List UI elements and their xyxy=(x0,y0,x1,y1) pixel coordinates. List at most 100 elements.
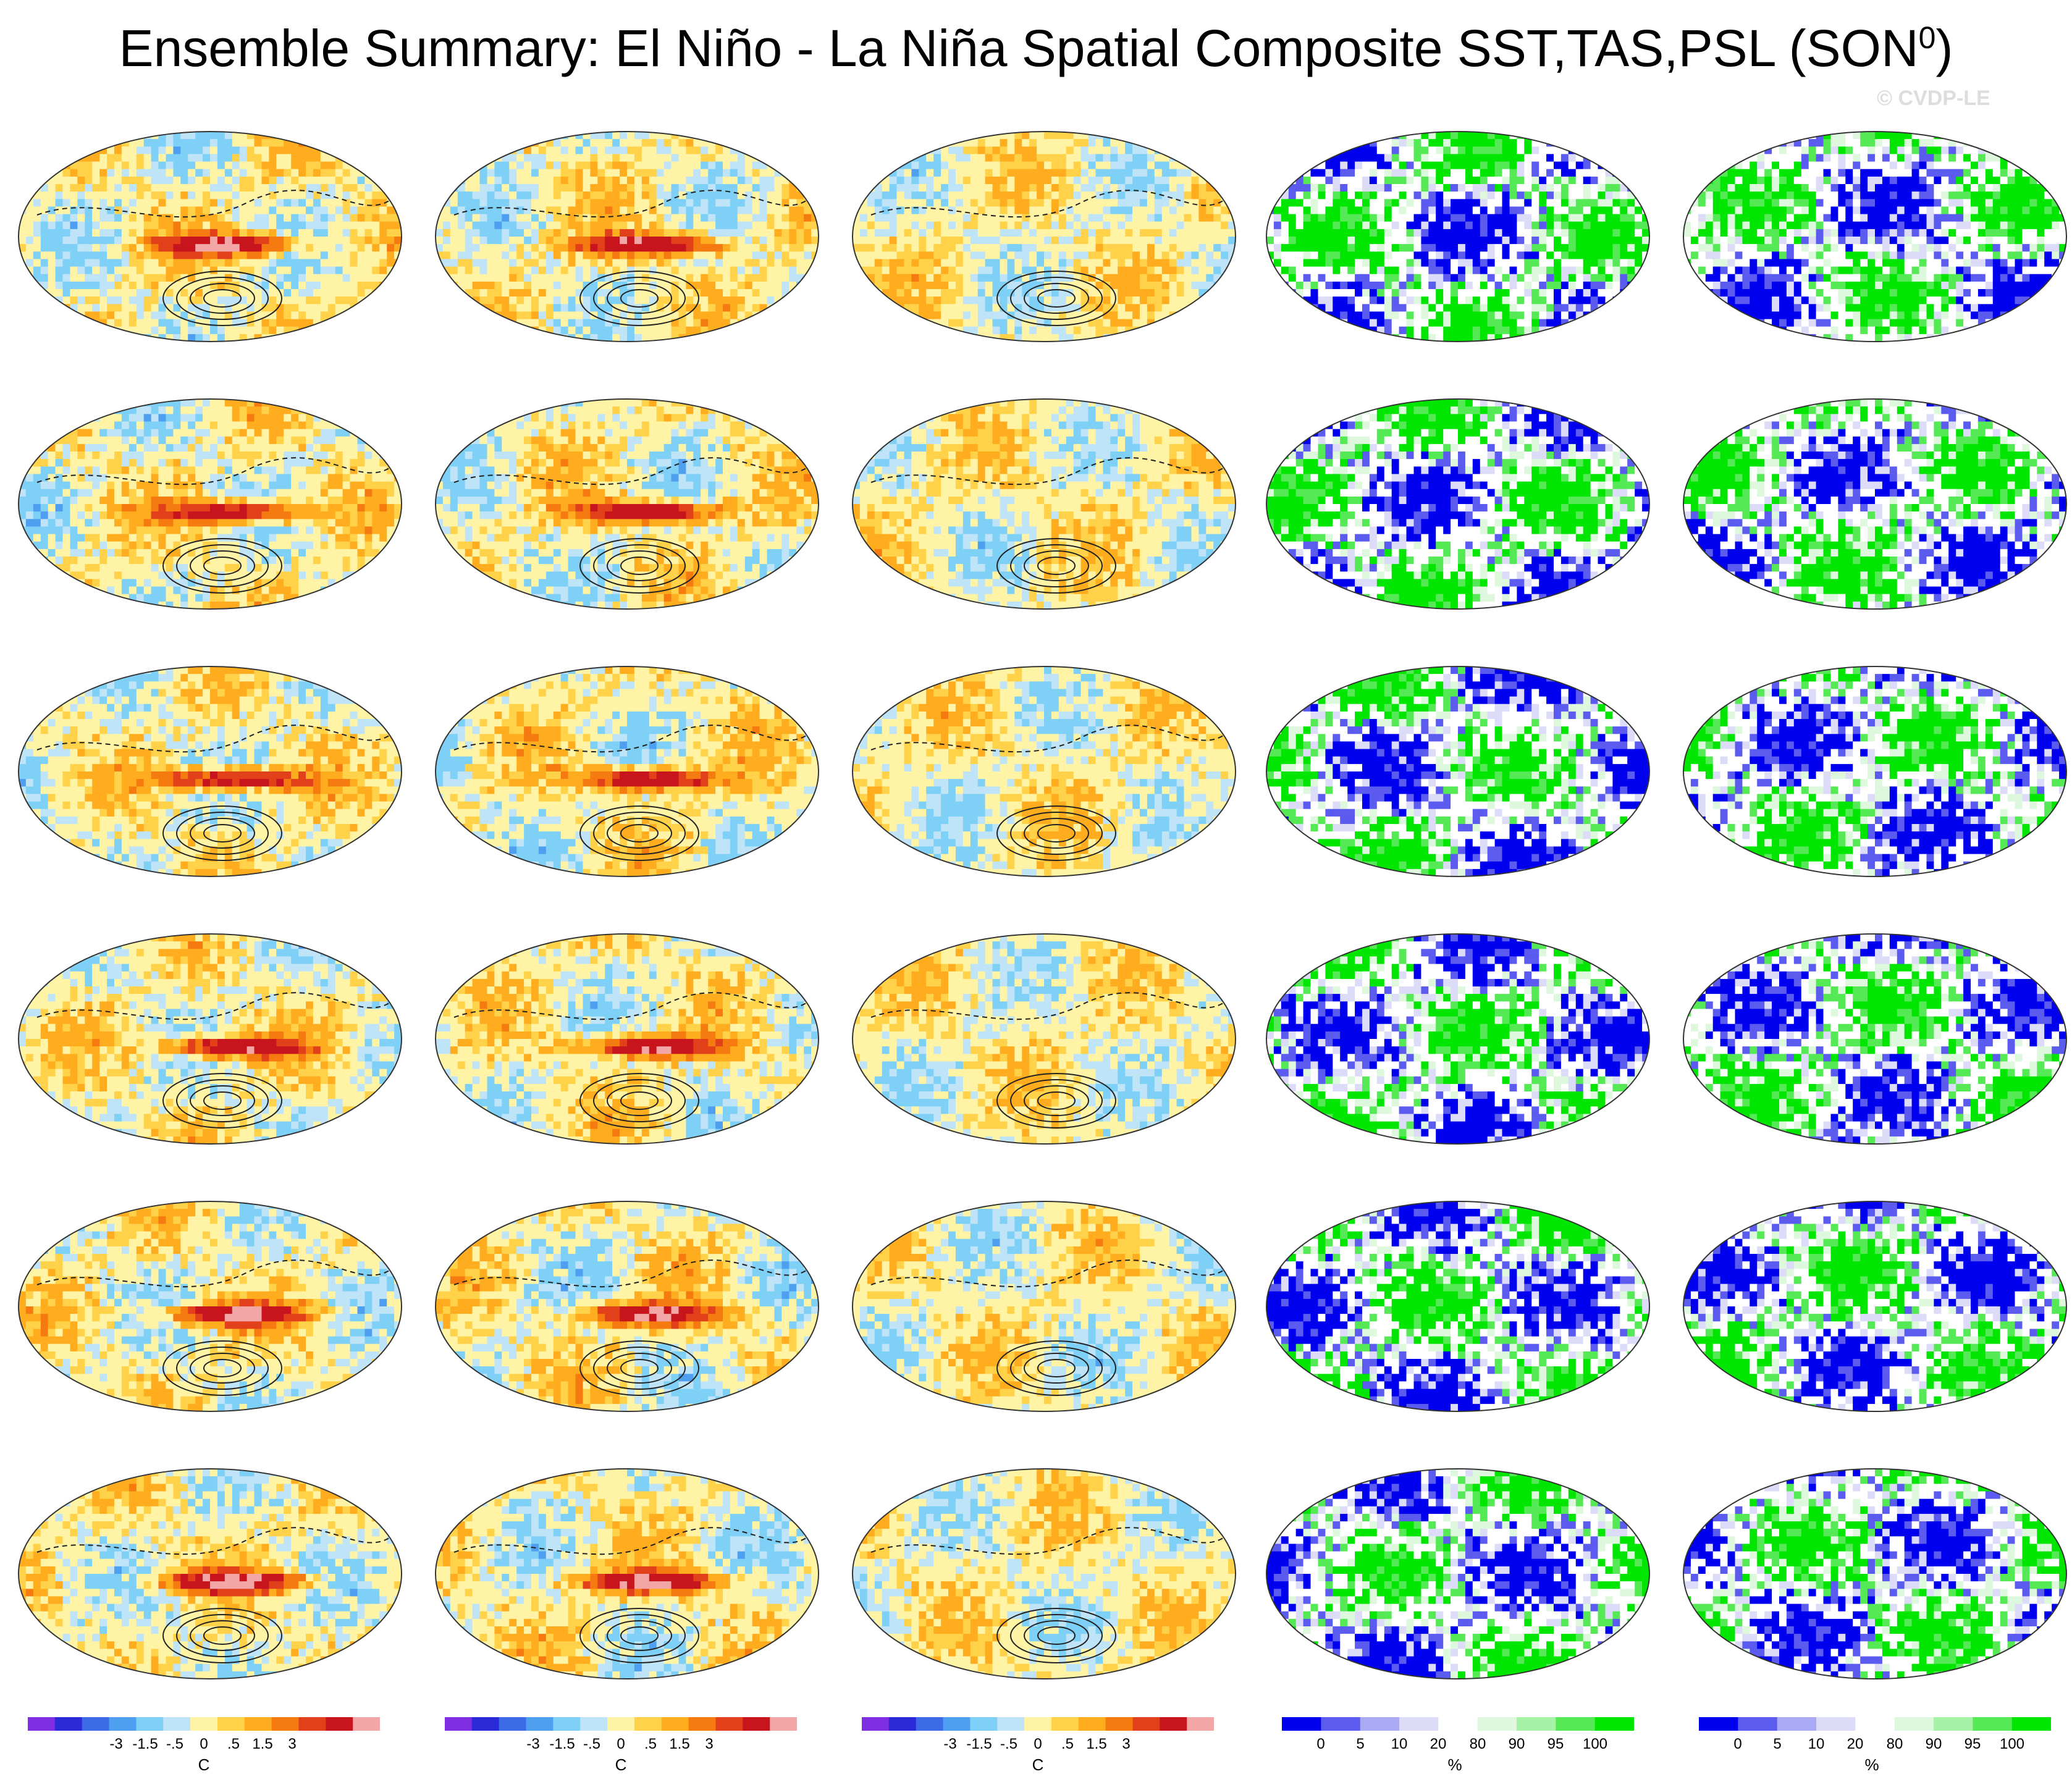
map-cell xyxy=(627,221,635,230)
map-cell xyxy=(276,191,284,200)
map-cell xyxy=(143,281,152,290)
map-cell xyxy=(166,214,174,222)
map-cell xyxy=(1184,146,1192,154)
map-cell xyxy=(457,296,466,305)
map-cell xyxy=(472,191,481,200)
map-cell xyxy=(436,274,444,282)
map-cell xyxy=(1110,259,1118,267)
map-cell xyxy=(1627,154,1635,162)
map-cell xyxy=(357,229,365,237)
map-cell xyxy=(158,161,166,170)
map-cell xyxy=(597,191,605,200)
map-cell xyxy=(509,132,517,140)
map-cell xyxy=(560,311,569,320)
map-cell xyxy=(1088,244,1096,252)
map-cell xyxy=(811,266,819,275)
map-cell xyxy=(708,311,716,320)
map-cell xyxy=(254,229,262,237)
map-cell xyxy=(224,266,233,275)
map-cell xyxy=(737,244,746,252)
map-cell xyxy=(1598,199,1606,207)
map-cell xyxy=(889,281,898,290)
map-cell xyxy=(671,169,679,177)
map-cell xyxy=(867,139,875,147)
map-cell xyxy=(494,206,502,215)
map-cell xyxy=(759,326,768,335)
map-cell xyxy=(487,274,495,282)
map-cell xyxy=(767,311,775,320)
map-cell xyxy=(867,237,875,245)
map-cell xyxy=(1037,139,1045,147)
map-cell xyxy=(605,206,613,215)
map-cell xyxy=(136,251,145,259)
map-cell xyxy=(210,266,218,275)
map-cell xyxy=(1303,199,1312,207)
map-cell xyxy=(70,289,78,297)
map-cell xyxy=(634,176,642,185)
map-cell xyxy=(143,169,152,177)
map-cell xyxy=(487,319,495,327)
map-cell xyxy=(1184,221,1192,230)
map-cell xyxy=(128,281,137,290)
map-cell xyxy=(1191,281,1199,290)
map-cell xyxy=(306,146,314,154)
map-cell xyxy=(1642,169,1649,177)
map-cell xyxy=(335,259,343,267)
map-cell xyxy=(941,199,949,207)
map-cell xyxy=(1568,199,1577,207)
map-cell xyxy=(1198,161,1207,170)
map-cell xyxy=(663,319,672,327)
map-cell xyxy=(342,229,351,237)
map-cell xyxy=(188,304,196,312)
map-cell xyxy=(128,244,137,252)
map-cell xyxy=(494,334,502,342)
map-cell xyxy=(1073,289,1082,297)
map-cell xyxy=(737,154,746,162)
map-cell xyxy=(313,229,321,237)
map-cell xyxy=(107,334,115,342)
map-cell xyxy=(291,154,299,162)
map-cell xyxy=(136,221,145,230)
map-cell xyxy=(136,229,145,237)
map-cell xyxy=(977,319,986,327)
map-cell xyxy=(1554,154,1562,162)
map-cell xyxy=(911,251,919,259)
map-cell xyxy=(502,161,510,170)
map-cell xyxy=(955,199,964,207)
map-cell xyxy=(136,244,145,252)
map-cell xyxy=(1051,259,1059,267)
map-cell xyxy=(1362,206,1370,215)
map-cell xyxy=(143,296,152,305)
map-cell xyxy=(509,311,517,320)
map-cell xyxy=(767,206,775,215)
map-cell xyxy=(1132,244,1140,252)
map-cell xyxy=(1369,199,1378,207)
map-cell xyxy=(487,281,495,290)
map-cell xyxy=(494,274,502,282)
map-cell xyxy=(450,221,458,230)
map-cell xyxy=(70,237,78,245)
map-cell xyxy=(1080,229,1089,237)
map-cell xyxy=(269,266,277,275)
map-cell xyxy=(335,319,343,327)
map-cell xyxy=(494,289,502,297)
map-cell xyxy=(620,154,628,162)
map-cell xyxy=(612,259,620,267)
map-cell xyxy=(1384,146,1392,154)
map-cell xyxy=(774,244,782,252)
map-cell xyxy=(1103,206,1111,215)
map-cell xyxy=(436,289,444,297)
map-cell xyxy=(1110,191,1118,200)
map-cell xyxy=(620,266,628,275)
map-cell xyxy=(977,199,986,207)
map-cell xyxy=(774,334,782,342)
map-cell xyxy=(180,154,188,162)
map-cell xyxy=(767,274,775,282)
map-cell xyxy=(188,191,196,200)
map-cell xyxy=(1073,146,1082,154)
map-cell xyxy=(693,191,701,200)
map-cell xyxy=(1066,326,1074,335)
map-cell xyxy=(904,199,912,207)
map-cell xyxy=(553,139,562,147)
map-cell xyxy=(789,304,797,312)
